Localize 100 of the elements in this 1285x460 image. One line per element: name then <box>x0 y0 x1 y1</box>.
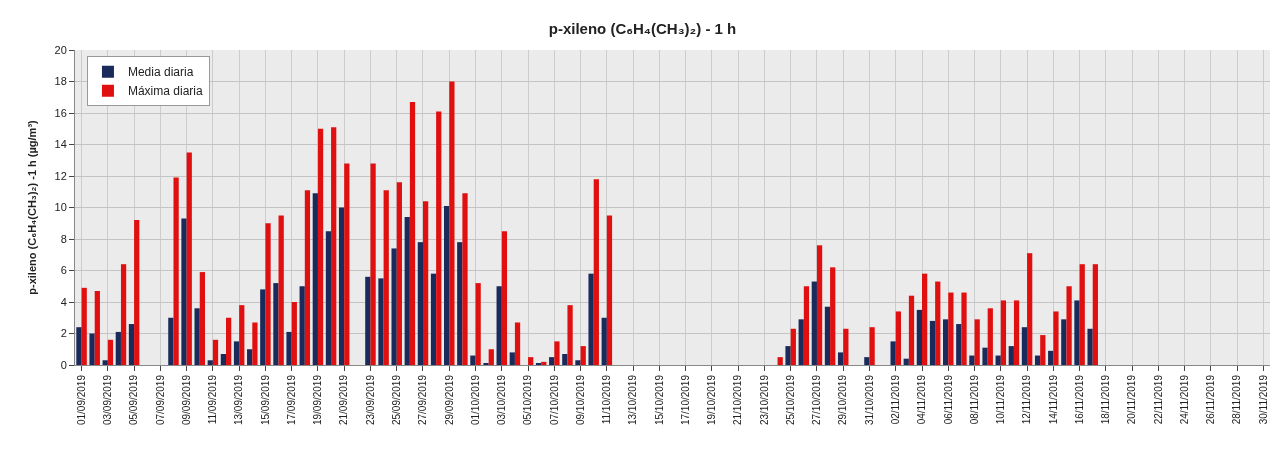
x-tick-label: 12/11/2019 <box>1021 374 1033 425</box>
bar <box>974 319 980 365</box>
chart-title: p-xileno (C₆H₄(CH₃)₂) - 1 h <box>548 19 737 37</box>
x-tick-label: 16/11/2019 <box>1073 374 1085 425</box>
x-tick-label: 24/11/2019 <box>1178 374 1190 425</box>
bar <box>935 281 941 365</box>
bar <box>987 308 993 365</box>
x-tick-label: 22/11/2019 <box>1152 374 1164 425</box>
bar <box>488 349 494 365</box>
bar <box>273 283 279 365</box>
bar <box>181 218 187 365</box>
y-tick-label: 6 <box>60 264 67 277</box>
x-tick-label: 11/10/2019 <box>601 374 613 425</box>
bar <box>777 357 783 365</box>
bar <box>496 286 502 365</box>
bar <box>220 353 227 365</box>
x-tick-label: 10/11/2019 <box>995 374 1007 425</box>
x-tick-label: 23/09/2019 <box>364 374 376 426</box>
bar <box>1066 286 1072 365</box>
bar <box>501 231 508 365</box>
bar <box>207 360 213 365</box>
bar <box>1079 264 1085 365</box>
bar <box>120 264 127 365</box>
y-tick-label: 12 <box>54 169 67 182</box>
x-tick-label: 27/10/2019 <box>811 374 823 426</box>
x-tick-label: 17/10/2019 <box>679 374 691 426</box>
x-tick-label: 31/10/2019 <box>863 374 875 426</box>
bar <box>173 177 179 365</box>
x-tick-label: 09/09/2019 <box>180 374 192 426</box>
bar <box>1074 300 1080 365</box>
y-tick-label: 14 <box>54 138 67 151</box>
bar <box>186 152 192 365</box>
bar <box>1061 319 1067 365</box>
bar <box>995 355 1001 365</box>
y-tick-label: 20 <box>54 43 67 56</box>
x-tick-label: 07/10/2019 <box>548 374 560 426</box>
bar <box>226 317 232 365</box>
bar <box>890 341 896 365</box>
bar <box>383 190 389 365</box>
bar <box>514 322 521 365</box>
bar <box>199 272 206 365</box>
bar <box>422 201 429 365</box>
x-tick-label: 23/10/2019 <box>758 374 770 426</box>
bar <box>391 248 397 365</box>
bar <box>76 327 82 365</box>
bar <box>575 360 581 365</box>
bar <box>1008 346 1014 365</box>
bar <box>811 281 817 365</box>
bar <box>567 305 573 365</box>
bar <box>449 81 455 365</box>
x-tick-label: 09/10/2019 <box>574 374 586 426</box>
bar <box>299 286 305 365</box>
bar <box>89 333 95 365</box>
x-tick-label: 07/09/2019 <box>154 374 166 426</box>
bar <box>291 302 297 365</box>
bar <box>344 163 350 365</box>
x-tick-label: 29/09/2019 <box>443 374 455 426</box>
bar <box>837 352 844 365</box>
x-tick-label: 13/09/2019 <box>233 374 245 426</box>
bar <box>102 360 108 365</box>
bar <box>1053 311 1059 365</box>
bar <box>903 358 909 365</box>
x-tick-label: 15/10/2019 <box>653 374 665 426</box>
bar <box>1092 264 1098 365</box>
x-tick-label: 13/10/2019 <box>627 374 639 426</box>
bar <box>908 295 915 365</box>
bar <box>370 163 376 365</box>
x-tick-label: 11/09/2019 <box>207 374 219 425</box>
x-tick-label: 15/09/2019 <box>259 374 271 426</box>
bar <box>168 317 174 365</box>
x-tick-label: 28/11/2019 <box>1231 374 1243 425</box>
y-tick-label: 8 <box>60 232 67 245</box>
x-tick-label: 19/09/2019 <box>312 374 324 426</box>
y-axis-title: p-xileno (C₆H₄(CH₃)₂) -1 h (µg/m³) <box>26 119 39 295</box>
bar <box>134 220 140 365</box>
bar <box>869 327 875 365</box>
y-tick-label: 4 <box>60 295 67 308</box>
x-tick-label: 17/09/2019 <box>285 374 297 426</box>
x-tick-label: 06/11/2019 <box>942 374 954 425</box>
bar <box>1040 335 1046 365</box>
x-tick-label: 14/11/2019 <box>1047 374 1059 425</box>
bar <box>790 328 796 365</box>
x-tick-label: 21/09/2019 <box>338 374 350 426</box>
bar <box>606 215 613 365</box>
x-tick-label: 01/10/2019 <box>469 374 481 426</box>
x-tick-label: 25/10/2019 <box>784 374 796 426</box>
x-tick-label: 25/09/2019 <box>390 374 402 426</box>
bar <box>509 352 515 365</box>
x-tick-label: 03/10/2019 <box>496 374 508 426</box>
bar <box>588 273 594 365</box>
x-tick-label: 21/10/2019 <box>732 374 744 426</box>
x-tick-label: 04/11/2019 <box>916 374 928 425</box>
bar <box>895 311 901 365</box>
bar <box>843 328 849 365</box>
bar <box>417 242 423 365</box>
x-tick-label: 08/11/2019 <box>968 374 980 425</box>
bar <box>304 190 311 365</box>
bar <box>864 357 870 365</box>
bar <box>580 346 586 365</box>
y-tick-label: 16 <box>54 106 67 119</box>
